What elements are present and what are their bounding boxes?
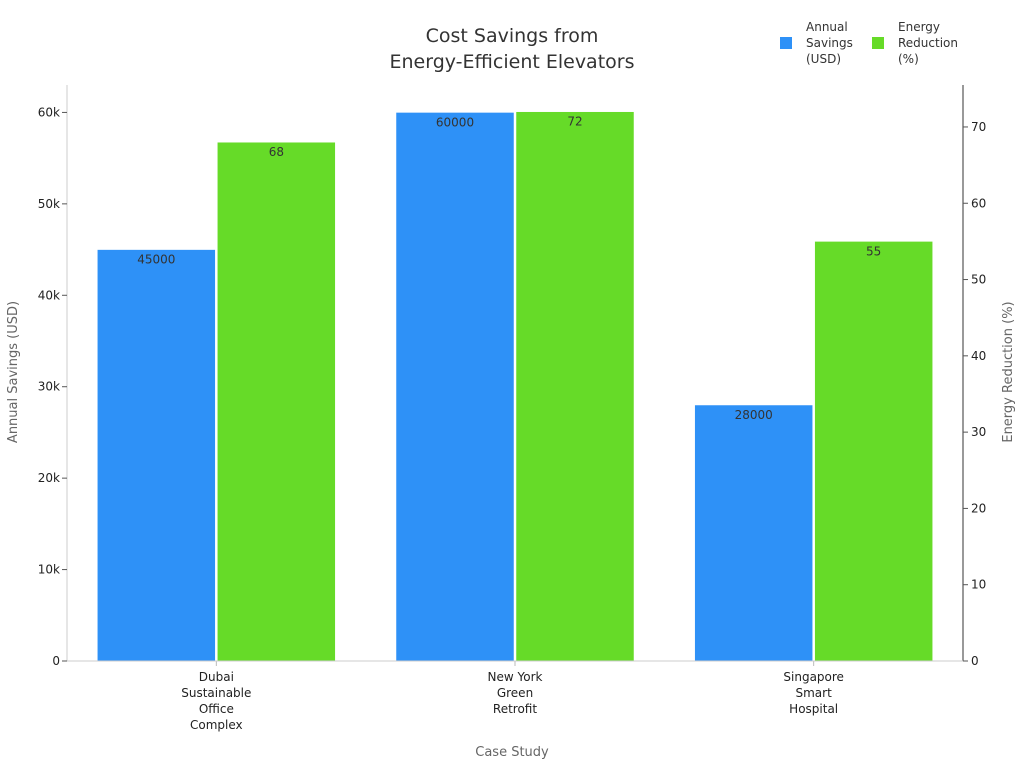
y-tick-label-left: 40k [38,288,60,302]
data-label: 45000 [137,253,175,267]
legend-label: Energy [898,20,940,34]
y-tick-label-right: 40 [971,349,986,363]
data-label: 60000 [436,115,474,129]
x-tick-label: Dubai [199,670,234,684]
x-tick-label: Smart [796,686,833,700]
y-tick-label-left: 10k [38,563,60,577]
data-label: 55 [866,244,881,258]
y-tick-label-left: 50k [38,197,60,211]
y-axis-label-left: Annual Savings (USD) [6,301,21,443]
y-tick-label-right: 10 [971,578,986,592]
y-axis-label-right: Energy Reduction (%) [1001,301,1016,442]
y-tick-label-left: 0 [52,654,60,668]
chart-title: Energy-Efficient Elevators [389,51,634,73]
y-tick-label-right: 60 [971,196,986,210]
x-tick-label: Singapore [783,670,844,684]
bar-energy [515,111,635,662]
legend-label: Savings [806,36,853,50]
x-tick-label: Office [199,702,234,716]
bar-energy [217,141,336,662]
data-label: 28000 [735,408,773,422]
bar-savings [694,404,813,662]
x-tick-label: Sustainable [181,686,251,700]
y-tick-label-left: 30k [38,380,60,394]
bar-savings [395,112,515,662]
y-tick-label-right: 20 [971,501,986,515]
legend-label: Annual [806,20,848,34]
y-tick-label-right: 0 [971,654,979,668]
bar-energy [814,241,933,662]
x-tick-label: Green [497,686,533,700]
data-label: 68 [269,145,284,159]
legend-swatch [872,37,884,49]
legend-label: (%) [898,52,919,66]
chart-title: Cost Savings from [426,25,599,47]
y-tick-label-left: 60k [38,105,60,119]
x-tick-label: New York [488,670,543,684]
x-tick-label: Hospital [789,702,838,716]
x-tick-label: Complex [190,718,243,732]
y-tick-label-right: 30 [971,425,986,439]
y-tick-label-left: 20k [38,471,60,485]
legend-swatch [780,37,792,49]
bar-savings [97,249,216,662]
legend-label: Reduction [898,36,958,50]
y-tick-label-right: 70 [971,120,986,134]
x-axis-label: Case Study [475,745,549,760]
x-tick-label: Retrofit [493,702,537,716]
legend-label: (USD) [806,52,841,66]
y-tick-label-right: 50 [971,273,986,287]
data-label: 72 [567,115,582,129]
